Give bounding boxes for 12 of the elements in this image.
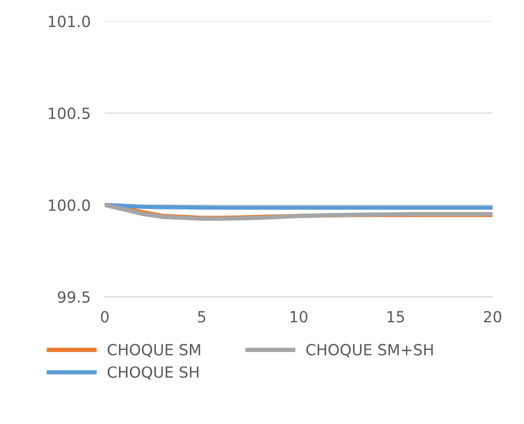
x-tick-label: 10 xyxy=(290,310,308,323)
y-tick-label: 100.5 xyxy=(48,108,90,120)
y-tick-label: 100.0 xyxy=(48,199,90,211)
x-tick-label: 0 xyxy=(100,310,109,323)
x-tick-label: 5 xyxy=(198,311,206,323)
y-tick-label: 101.0 xyxy=(48,16,90,28)
legend-label: CHOQUE SM xyxy=(108,344,200,358)
x-tick-label: 15 xyxy=(388,311,404,323)
y-tick-label: 99.5 xyxy=(58,291,90,303)
legend-label: CHOQUE SM+SH xyxy=(306,344,433,358)
legend-label: CHOQUE SH xyxy=(108,366,198,380)
x-tick-label: 20 xyxy=(484,310,502,323)
